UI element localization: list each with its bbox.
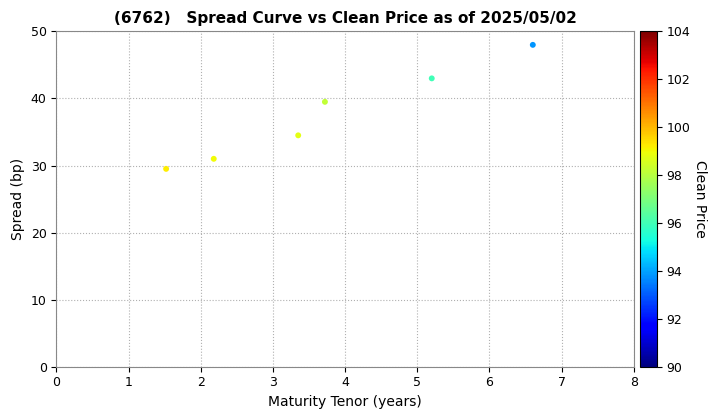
Point [426,75,438,82]
Title: (6762)   Spread Curve vs Clean Price as of 2025/05/02: (6762) Spread Curve vs Clean Price as of… [114,11,577,26]
Y-axis label: Spread (bp): Spread (bp) [11,158,25,240]
X-axis label: Maturity Tenor (years): Maturity Tenor (years) [269,395,422,409]
Point [527,42,539,48]
Point [319,98,330,105]
Y-axis label: Clean Price: Clean Price [693,160,707,238]
Point [292,132,304,139]
Point [161,165,172,172]
Point [208,155,220,162]
